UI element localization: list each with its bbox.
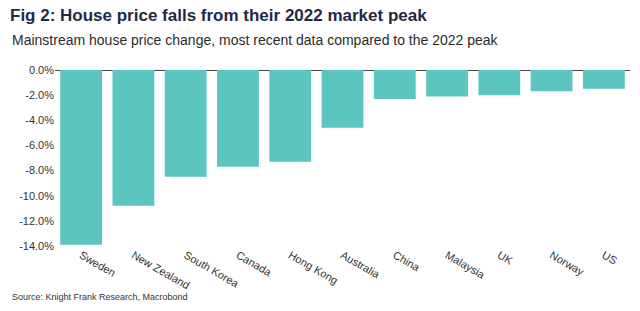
svg-text:-12.0%: -12.0% — [19, 215, 54, 227]
svg-text:0.0%: 0.0% — [29, 64, 54, 76]
svg-text:UK: UK — [496, 249, 516, 267]
svg-text:China: China — [391, 249, 423, 274]
svg-text:Mainstream house price change,: Mainstream house price change, most rece… — [12, 32, 499, 48]
svg-text:New Zealand: New Zealand — [130, 249, 192, 292]
svg-text:-10.0%: -10.0% — [19, 190, 54, 202]
svg-text:-6.0%: -6.0% — [25, 139, 54, 151]
svg-text:Sweden: Sweden — [77, 249, 117, 279]
svg-text:-8.0%: -8.0% — [25, 164, 54, 176]
svg-text:-4.0%: -4.0% — [25, 114, 54, 126]
svg-text:Canada: Canada — [234, 249, 274, 279]
svg-text:Australia: Australia — [339, 249, 383, 281]
svg-text:Fig 2: House price falls from: Fig 2: House price falls from their 2022… — [10, 6, 427, 25]
svg-text:Hong Kong: Hong Kong — [286, 249, 340, 287]
svg-text:-14.0%: -14.0% — [19, 240, 54, 252]
svg-text:Source: Knight Frank Research,: Source: Knight Frank Research, Macrobond — [12, 292, 188, 302]
svg-text:Malaysia: Malaysia — [443, 249, 487, 282]
svg-text:US: US — [600, 249, 619, 267]
svg-text:Norway: Norway — [548, 249, 587, 278]
svg-text:South Korea: South Korea — [182, 249, 242, 290]
svg-text:-2.0%: -2.0% — [25, 89, 54, 101]
